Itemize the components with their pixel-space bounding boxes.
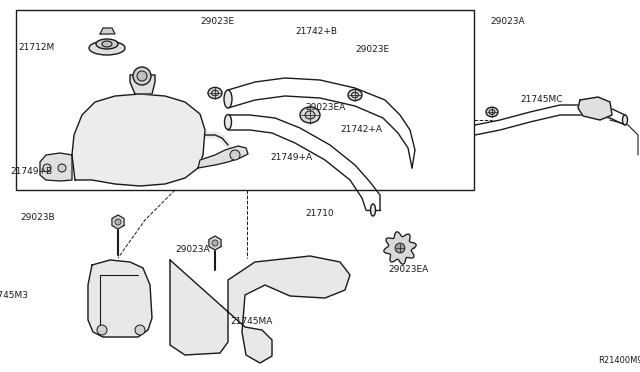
Circle shape bbox=[135, 325, 145, 335]
Text: 29023B: 29023B bbox=[20, 214, 55, 222]
Ellipse shape bbox=[489, 110, 495, 115]
Text: 21742+A: 21742+A bbox=[340, 125, 382, 135]
Ellipse shape bbox=[351, 92, 358, 98]
Ellipse shape bbox=[486, 107, 498, 117]
Polygon shape bbox=[88, 260, 152, 337]
Circle shape bbox=[97, 325, 107, 335]
Text: 21745M3: 21745M3 bbox=[0, 291, 28, 299]
Ellipse shape bbox=[102, 41, 112, 47]
Polygon shape bbox=[170, 256, 350, 363]
Ellipse shape bbox=[305, 111, 315, 119]
Polygon shape bbox=[209, 236, 221, 250]
Circle shape bbox=[212, 240, 218, 246]
Ellipse shape bbox=[208, 87, 222, 99]
Circle shape bbox=[115, 219, 121, 225]
Circle shape bbox=[137, 71, 147, 81]
Ellipse shape bbox=[224, 90, 232, 108]
Polygon shape bbox=[384, 232, 416, 264]
Ellipse shape bbox=[300, 107, 320, 123]
Polygon shape bbox=[72, 94, 205, 186]
Text: 29023A: 29023A bbox=[490, 17, 525, 26]
Circle shape bbox=[58, 164, 66, 172]
Ellipse shape bbox=[348, 89, 362, 100]
Circle shape bbox=[133, 67, 151, 85]
Text: 29023EA: 29023EA bbox=[305, 103, 345, 112]
Text: 21710: 21710 bbox=[305, 208, 333, 218]
Ellipse shape bbox=[371, 204, 376, 216]
Text: 21749+B: 21749+B bbox=[10, 167, 52, 176]
Polygon shape bbox=[40, 153, 72, 181]
Bar bbox=[16, 10, 474, 190]
Text: 21745MA: 21745MA bbox=[230, 317, 273, 327]
Polygon shape bbox=[198, 146, 248, 168]
Ellipse shape bbox=[89, 41, 125, 55]
Text: 29023EA: 29023EA bbox=[388, 266, 428, 275]
Circle shape bbox=[395, 243, 405, 253]
Text: R21400M9: R21400M9 bbox=[598, 356, 640, 365]
Ellipse shape bbox=[96, 39, 118, 49]
Text: 21742+B: 21742+B bbox=[295, 28, 337, 36]
Text: 29023E: 29023E bbox=[355, 45, 389, 55]
Circle shape bbox=[230, 150, 240, 160]
Text: 29023A: 29023A bbox=[175, 246, 210, 254]
Text: 29023E: 29023E bbox=[200, 17, 234, 26]
Circle shape bbox=[43, 164, 51, 172]
Polygon shape bbox=[130, 75, 155, 94]
Polygon shape bbox=[578, 97, 612, 120]
Text: 21712M: 21712M bbox=[19, 42, 55, 51]
Text: 21745MC: 21745MC bbox=[520, 96, 563, 105]
Ellipse shape bbox=[225, 115, 232, 129]
Text: 21749+A: 21749+A bbox=[270, 153, 312, 161]
Ellipse shape bbox=[211, 90, 218, 96]
Ellipse shape bbox=[623, 115, 627, 125]
Polygon shape bbox=[112, 215, 124, 229]
Polygon shape bbox=[100, 28, 115, 34]
